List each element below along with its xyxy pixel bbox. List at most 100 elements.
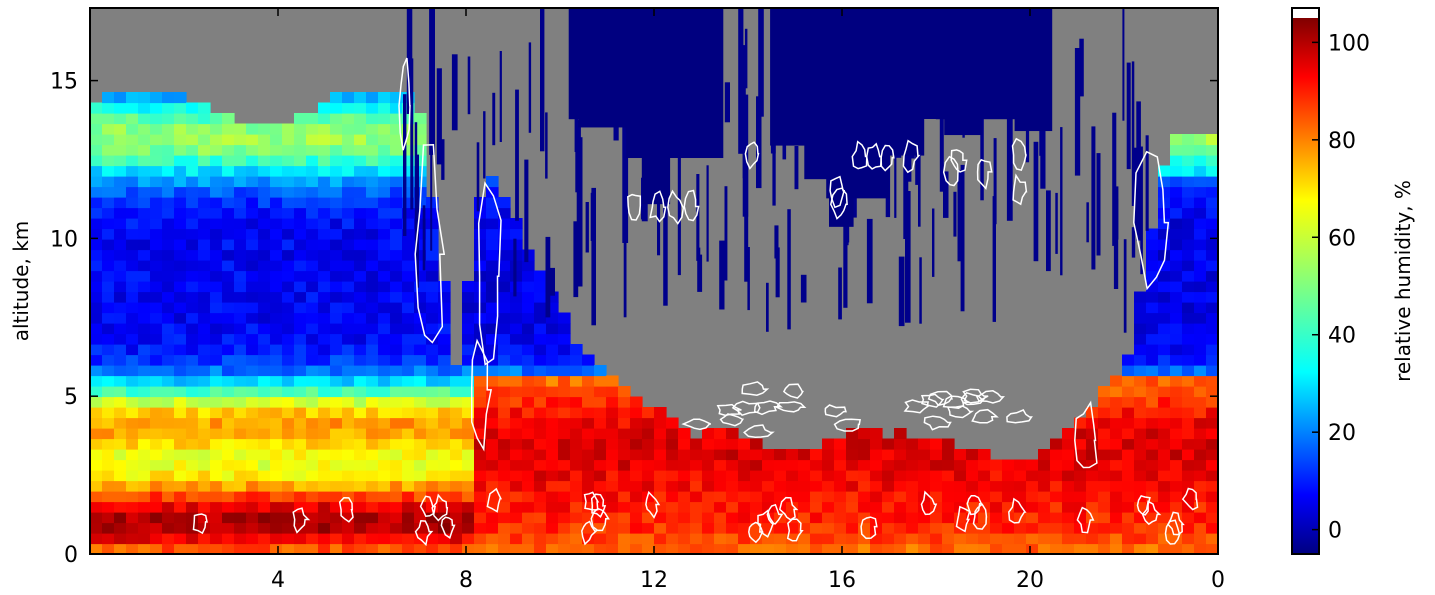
heatmap-cell xyxy=(306,470,319,482)
heatmap-cell xyxy=(378,312,391,324)
heatmap-cell xyxy=(102,155,115,167)
dry-streak xyxy=(403,94,407,236)
heatmap-cell xyxy=(318,260,331,272)
heatmap-cell xyxy=(1134,396,1147,408)
dry-streak xyxy=(410,58,414,210)
dry-streak xyxy=(515,89,519,221)
heatmap-cell xyxy=(726,428,739,440)
heatmap-cell xyxy=(414,459,427,471)
cloud-contour xyxy=(942,395,970,409)
heatmap-cell xyxy=(1170,480,1183,492)
heatmap-cell xyxy=(606,417,619,429)
heatmap-cell xyxy=(450,480,463,492)
heatmap-cell xyxy=(498,281,511,293)
heatmap-cell xyxy=(1146,459,1159,471)
heatmap-cell xyxy=(342,302,355,314)
heatmap-cell xyxy=(246,396,259,408)
heatmap-cell xyxy=(354,134,367,146)
heatmap-cell xyxy=(1194,543,1207,554)
heatmap-cell xyxy=(162,417,175,429)
heatmap-cell xyxy=(1170,522,1183,534)
heatmap-cell xyxy=(402,218,415,230)
heatmap-cell xyxy=(1134,375,1147,387)
heatmap-cell xyxy=(906,459,919,471)
heatmap-cell xyxy=(234,375,247,387)
heatmap-cell xyxy=(498,312,511,324)
heatmap-cell xyxy=(474,375,487,387)
heatmap-cell xyxy=(534,302,547,314)
heatmap-cell xyxy=(558,323,571,335)
heatmap-cell xyxy=(510,344,523,356)
heatmap-cell xyxy=(570,428,583,440)
heatmap-cell xyxy=(414,375,427,387)
heatmap-cell xyxy=(522,281,535,293)
heatmap-cell xyxy=(1062,438,1075,450)
heatmap-cell xyxy=(258,512,271,524)
heatmap-cell xyxy=(570,407,583,419)
heatmap-cell xyxy=(534,459,547,471)
heatmap-cell xyxy=(1182,239,1195,251)
heatmap-cell xyxy=(390,239,403,251)
heatmap-cell xyxy=(1146,344,1159,356)
heatmap-cell xyxy=(270,522,283,534)
heatmap-cell xyxy=(90,344,103,356)
heatmap-cell xyxy=(462,365,475,377)
heatmap-cell xyxy=(354,113,367,125)
heatmap-cell xyxy=(258,176,271,188)
heatmap-cell xyxy=(894,533,907,545)
heatmap-cell xyxy=(294,480,307,492)
heatmap-cell xyxy=(534,533,547,545)
heatmap-cell xyxy=(318,155,331,167)
heatmap-cell xyxy=(234,480,247,492)
heatmap-cell xyxy=(1206,270,1218,282)
heatmap-cell xyxy=(210,501,223,513)
heatmap-cell xyxy=(498,438,511,450)
heatmap-cell xyxy=(810,491,823,503)
heatmap-cell xyxy=(486,186,499,198)
heatmap-cell xyxy=(198,228,211,240)
heatmap-cell xyxy=(186,291,199,303)
heatmap-cell xyxy=(1206,218,1218,230)
heatmap-cell xyxy=(102,123,115,135)
heatmap-cell xyxy=(210,512,223,524)
heatmap-cell xyxy=(426,459,439,471)
heatmap-cell xyxy=(126,281,139,293)
heatmap-cell xyxy=(438,291,451,303)
heatmap-cell xyxy=(414,470,427,482)
heatmap-cell xyxy=(1158,354,1171,366)
heatmap-cell xyxy=(462,522,475,534)
heatmap-cell xyxy=(258,207,271,219)
heatmap-cell xyxy=(1158,470,1171,482)
heatmap-cell xyxy=(690,459,703,471)
heatmap-cell xyxy=(162,260,175,272)
heatmap-cell xyxy=(354,417,367,429)
heatmap-cell xyxy=(330,218,343,230)
heatmap-cell xyxy=(1074,491,1087,503)
heatmap-cell xyxy=(498,449,511,461)
heatmap-cell xyxy=(582,354,595,366)
heatmap-cell xyxy=(222,270,235,282)
heatmap-cell xyxy=(126,344,139,356)
heatmap-cell xyxy=(114,281,127,293)
heatmap-cell xyxy=(282,344,295,356)
heatmap-cell xyxy=(342,102,355,114)
heatmap-cell xyxy=(318,123,331,135)
heatmap-cell xyxy=(642,512,655,524)
heatmap-cell xyxy=(138,207,151,219)
heatmap-cell xyxy=(882,480,895,492)
heatmap-cell xyxy=(534,323,547,335)
heatmap-cell xyxy=(1182,260,1195,272)
heatmap-cell xyxy=(294,302,307,314)
heatmap-cell xyxy=(558,386,571,398)
heatmap-cell xyxy=(462,344,475,356)
heatmap-cell xyxy=(402,522,415,534)
heatmap-cell xyxy=(270,354,283,366)
heatmap-cell xyxy=(1038,449,1051,461)
heatmap-cell xyxy=(414,480,427,492)
heatmap-cell xyxy=(414,365,427,377)
heatmap-cell xyxy=(1134,522,1147,534)
heatmap-cell xyxy=(498,344,511,356)
heatmap-cell xyxy=(486,291,499,303)
heatmap-cell xyxy=(1206,144,1218,156)
